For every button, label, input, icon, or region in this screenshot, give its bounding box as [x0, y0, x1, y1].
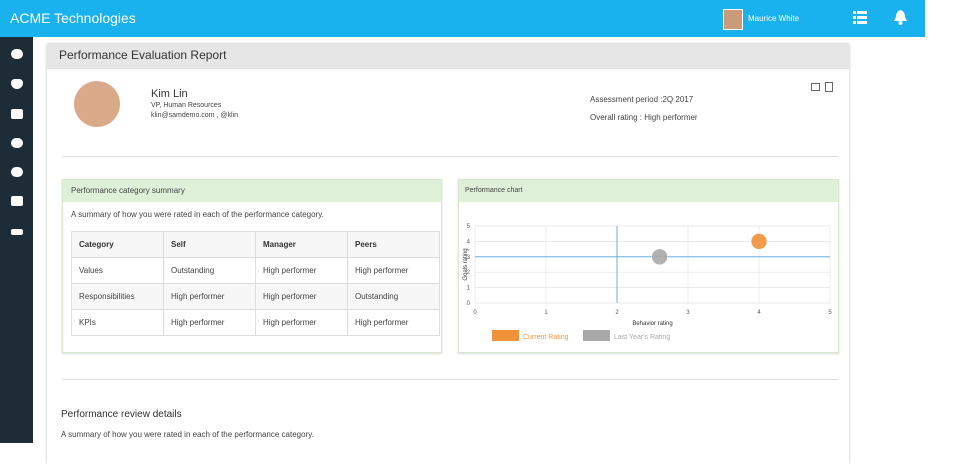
- table-cell: Outstanding: [347, 283, 440, 310]
- profile-contact: klin@samdemo.com , @klin: [151, 112, 238, 119]
- chart: 0 1 2 3 4 5 0 1 2 3 4 5 Behavior rating Goals rating C…: [463, 224, 832, 341]
- list-icon[interactable]: [853, 11, 867, 24]
- apps-icon[interactable]: [11, 109, 23, 119]
- table-cell: High performer: [347, 257, 440, 284]
- table-cell: Outstanding: [163, 257, 256, 284]
- panel-title: Performance chart: [465, 187, 523, 194]
- table-cell: High performer: [347, 309, 440, 336]
- dashboard-icon[interactable]: [11, 49, 23, 59]
- legend-swatch: [492, 330, 519, 341]
- table-cell: High performer: [163, 283, 256, 310]
- table-cell: High performer: [255, 283, 348, 310]
- heart-icon[interactable]: [11, 79, 23, 89]
- transfer-icon[interactable]: [11, 229, 23, 235]
- pdf-icon[interactable]: [825, 82, 833, 92]
- panel-description: A summary of how you were rated in each …: [71, 210, 324, 219]
- profile-name: Kim Lin: [151, 88, 188, 100]
- top-bar: [0, 0, 925, 37]
- x-axis-label: Behavior rating: [632, 321, 672, 327]
- bell-icon[interactable]: [894, 10, 907, 25]
- y-tick-label: 1: [467, 286, 471, 292]
- panel-title: Performance category summary: [71, 186, 185, 195]
- x-tick-label: 4: [757, 310, 761, 316]
- chat-icon[interactable]: [11, 167, 23, 177]
- x-tick-label: 1: [544, 310, 548, 316]
- page-title: Performance Evaluation Report: [59, 48, 227, 62]
- y-tick-label: 4: [467, 239, 471, 245]
- legend-label: Current Rating: [523, 334, 569, 341]
- table-row: Category Self Manager Peers: [71, 231, 440, 258]
- divider: [62, 379, 838, 380]
- y-tick-label: 3: [467, 255, 471, 261]
- x-tick-label: 3: [686, 310, 690, 316]
- card-header: [47, 44, 849, 69]
- panel-header: [63, 180, 441, 202]
- y-tick-label: 5: [467, 224, 471, 230]
- panel-header: [459, 180, 838, 202]
- summary-panel: Performance category summary A summary o…: [62, 179, 442, 353]
- profile-photo: [74, 81, 120, 127]
- table-cell: KPIs: [71, 309, 164, 336]
- profile-role: VP, Human Resources: [151, 102, 222, 109]
- section-title: Performance review details: [61, 409, 182, 420]
- overall-rating: Overall rating : High performer: [590, 113, 698, 122]
- x-tick-label: 5: [828, 310, 832, 316]
- app-title: ACME Technologies: [10, 10, 136, 26]
- x-tick-label: 0: [473, 310, 477, 316]
- section-description: A summary of how you were rated in each …: [61, 430, 314, 439]
- page: ACME Technologies Maurice White Performa…: [0, 0, 925, 443]
- data-point: [651, 248, 668, 266]
- sidebar: [0, 37, 33, 443]
- table-cell: Peers: [347, 231, 440, 258]
- legend-label: Last Year's Rating: [614, 334, 670, 341]
- data-point: [750, 233, 768, 250]
- legend-swatch: [583, 330, 610, 341]
- table-cell: Manager: [255, 231, 348, 258]
- x-tick-label: 2: [615, 310, 619, 316]
- table-cell: Category: [71, 231, 164, 258]
- summary-table: Category Self Manager Peers Values Outstandin…: [71, 231, 440, 336]
- divider: [62, 156, 838, 157]
- user-avatar[interactable]: [723, 9, 743, 30]
- table-row: Responsibilities High performer High perfo…: [71, 283, 440, 310]
- y-tick-label: 0: [467, 301, 471, 307]
- y-tick-label: 2: [467, 270, 471, 276]
- user-name[interactable]: Maurice White: [748, 14, 800, 23]
- chart-panel: Performance chart: [458, 179, 839, 353]
- target-icon[interactable]: [11, 138, 23, 148]
- table-cell: High performer: [163, 309, 256, 336]
- table-row: KPIs High performer High performer High per…: [71, 309, 440, 336]
- print-icon[interactable]: [811, 83, 820, 91]
- y-axis-label: Goals rating: [463, 248, 469, 280]
- list-icon[interactable]: [11, 196, 23, 206]
- table-row: Values Outstanding High performer High perf…: [71, 257, 440, 284]
- assessment-period: Assessment period :2Q 2017: [590, 95, 694, 104]
- table-cell: Self: [163, 231, 256, 258]
- table-cell: High performer: [255, 309, 348, 336]
- table-cell: High performer: [255, 257, 348, 284]
- table-cell: Values: [71, 257, 164, 284]
- table-cell: Responsibilities: [71, 283, 164, 310]
